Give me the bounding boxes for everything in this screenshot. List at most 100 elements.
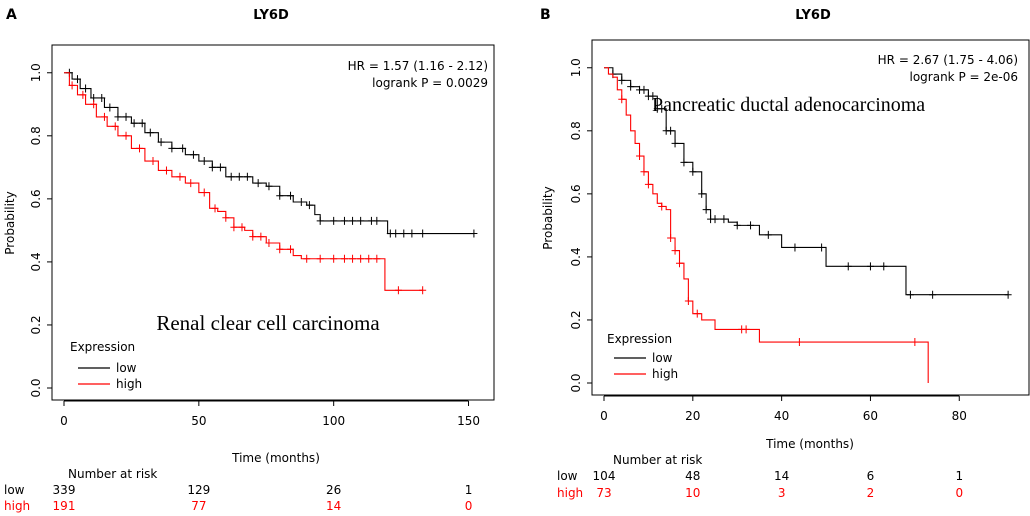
x-tick-label: 40 — [774, 409, 789, 423]
panel-b-series — [604, 67, 1012, 383]
censor-mark-high — [200, 188, 208, 197]
censor-mark-high — [276, 245, 284, 254]
censor-mark-low — [227, 172, 235, 181]
censor-mark-high — [149, 157, 157, 166]
censor-mark-low — [419, 229, 427, 238]
censor-mark-high — [68, 81, 76, 90]
panel-b-risk-values: 104 48 14 6 1 73 10 3 2 0 — [593, 469, 964, 500]
censor-mark-high — [667, 233, 675, 242]
censor-mark-high — [316, 254, 324, 263]
panel-b-legend-high-label: high — [652, 367, 678, 381]
censor-mark-low — [733, 221, 741, 230]
censor-mark-high — [222, 213, 230, 222]
censor-mark-high — [618, 95, 626, 104]
censor-mark-low — [235, 172, 243, 181]
risk-value-low: 26 — [326, 483, 341, 497]
panel-a-legend-low-label: low — [116, 361, 137, 375]
censor-mark-high — [640, 167, 648, 176]
censor-mark-high — [911, 338, 919, 347]
censor-mark-low — [357, 216, 365, 225]
risk-value-low: 129 — [187, 483, 210, 497]
censor-mark-low — [470, 229, 478, 238]
panel-a-series — [64, 68, 478, 295]
censor-mark-high — [671, 246, 679, 255]
y-tick-label: 0.6 — [569, 184, 583, 203]
panel-b-x-axis: 0 20 40 60 80 — [600, 395, 967, 423]
panel-a-plot-frame — [51, 44, 495, 401]
risk-value-low: 14 — [774, 469, 789, 483]
x-tick-label: 20 — [685, 409, 700, 423]
censor-mark-high — [349, 254, 357, 263]
risk-value-high: 191 — [53, 499, 76, 513]
panel-b-ylabel: Probability — [541, 186, 555, 249]
risk-value-low: 1 — [465, 483, 473, 497]
censor-mark-low — [287, 191, 295, 200]
censor-mark-low — [349, 216, 357, 225]
panel-b-plot-frame — [591, 39, 1030, 396]
censor-mark-high — [303, 254, 311, 263]
panel-a-title: LY6D — [253, 8, 289, 23]
censor-mark-low — [146, 128, 154, 137]
censor-mark-low — [698, 189, 706, 198]
censor-mark-high — [100, 112, 108, 121]
risk-value-high: 14 — [326, 499, 341, 513]
censor-mark-high — [162, 166, 170, 175]
censor-mark-low — [929, 290, 937, 299]
panel-b-risk-high-label: high — [557, 486, 583, 500]
censor-mark-high — [693, 309, 701, 318]
risk-value-low: 104 — [593, 469, 616, 483]
km-curve-low — [64, 72, 474, 235]
censor-mark-low — [82, 84, 90, 93]
censor-mark-low — [297, 198, 305, 207]
censor-mark-low — [392, 229, 400, 238]
censor-mark-low — [702, 205, 710, 214]
censor-mark-low — [243, 172, 251, 181]
censor-mark-high — [644, 180, 652, 189]
risk-value-low: 6 — [867, 469, 875, 483]
censor-mark-low — [791, 243, 799, 252]
censor-mark-low — [764, 230, 772, 239]
y-tick-label: 0.0 — [29, 378, 43, 397]
censor-mark-low — [408, 229, 416, 238]
panel-b-xlabel: Time (months) — [765, 437, 854, 451]
censor-mark-high — [636, 152, 644, 161]
censor-mark-high — [187, 179, 195, 188]
risk-value-high: 10 — [685, 486, 700, 500]
y-tick-label: 0.2 — [569, 310, 583, 329]
censor-mark-low — [747, 221, 755, 230]
panel-a-risk-low-label: low — [4, 483, 25, 497]
censor-mark-high — [79, 90, 87, 99]
x-tick-label: 0 — [60, 414, 68, 428]
panel-a-y-axis: 0.0 0.2 0.4 0.6 0.8 1.0 — [29, 63, 52, 398]
censor-mark-low — [340, 216, 348, 225]
censor-mark-low — [844, 262, 852, 271]
y-tick-label: 0.6 — [29, 189, 43, 208]
censor-mark-high — [795, 338, 803, 347]
censor-mark-high — [340, 254, 348, 263]
y-tick-label: 0.8 — [29, 126, 43, 145]
censor-mark-high — [330, 254, 338, 263]
risk-value-low: 339 — [53, 483, 76, 497]
censor-mark-low — [906, 290, 914, 299]
panel-a-risk-values: 339 129 26 1 191 77 14 0 — [53, 483, 473, 513]
censor-mark-low — [880, 262, 888, 271]
censor-mark-high — [122, 131, 130, 140]
panel-a-ylabel: Probability — [3, 191, 17, 254]
panel-a-cancer-annotation: Renal clear cell carcinoma — [156, 311, 380, 335]
censor-mark-low — [680, 158, 688, 167]
censor-mark-low — [400, 229, 408, 238]
panel-a-p-text: logrank P = 0.0029 — [372, 76, 488, 90]
censor-mark-low — [265, 182, 273, 191]
risk-value-low: 48 — [685, 469, 700, 483]
censor-mark-low — [179, 144, 187, 153]
censor-mark-high — [742, 325, 750, 334]
censor-mark-low — [866, 262, 874, 271]
censor-mark-low — [216, 163, 224, 172]
panel-a-xlabel: Time (months) — [231, 451, 320, 465]
censor-mark-high — [257, 232, 265, 241]
risk-value-high: 73 — [596, 486, 611, 500]
censor-mark-high — [365, 254, 373, 263]
y-tick-label: 0.2 — [29, 315, 43, 334]
censor-mark-low — [711, 215, 719, 224]
